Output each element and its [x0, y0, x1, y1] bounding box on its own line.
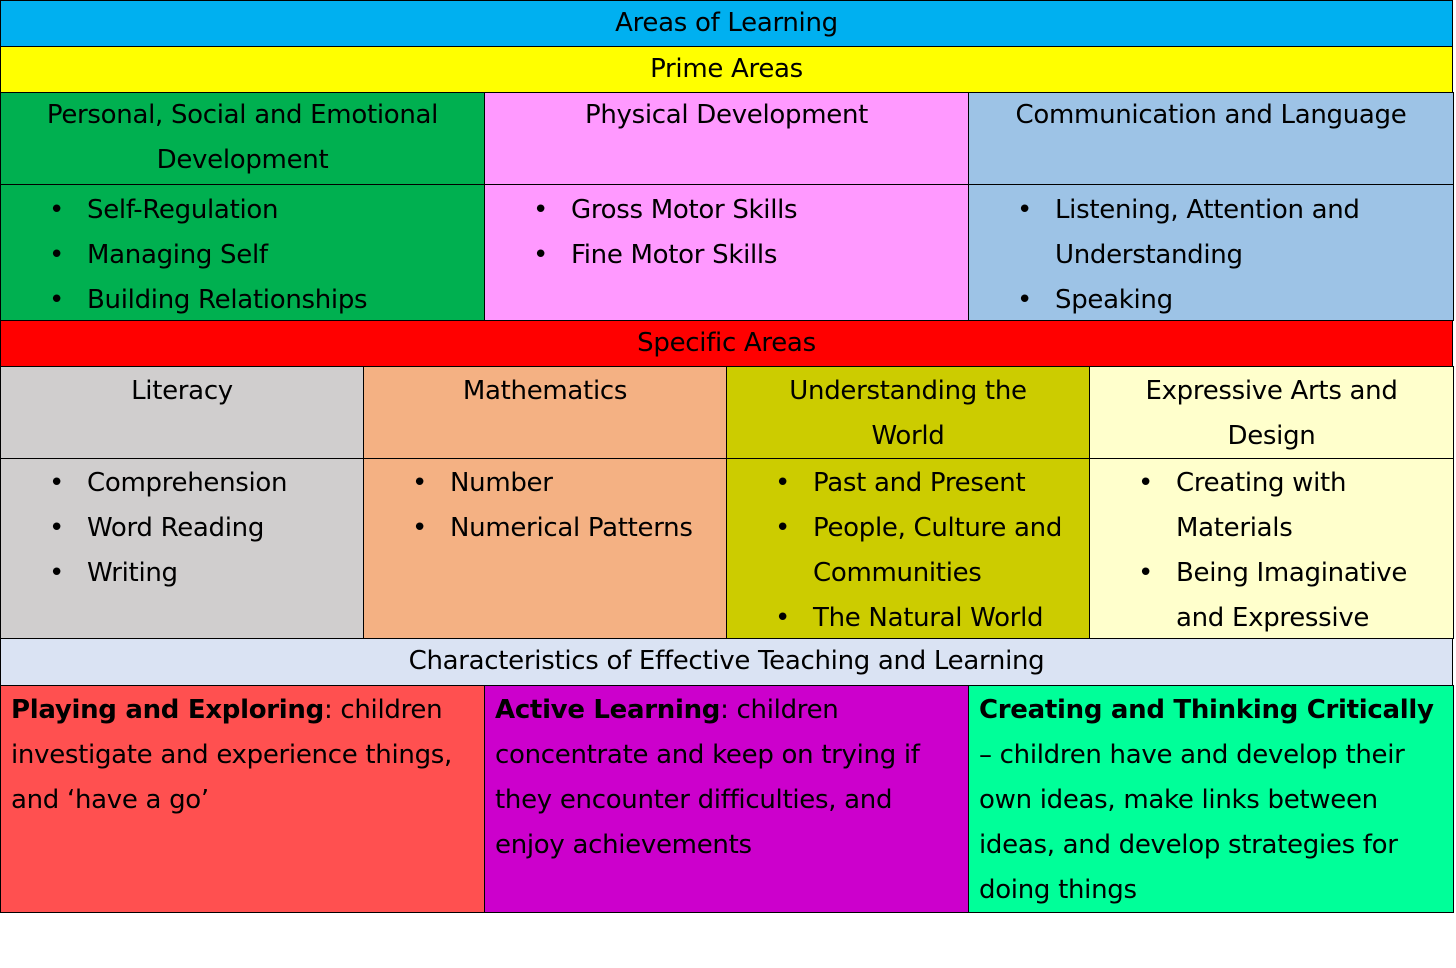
area-name: Physical Development — [584, 100, 869, 130]
characteristics-heading: Characteristics of Effective Teaching an… — [0, 638, 1453, 686]
list-item: Word Reading — [49, 506, 363, 551]
prime-heading-text: Prime Areas — [650, 54, 803, 84]
list-item: Numerical Patterns — [412, 506, 726, 551]
prime-heading: Prime Areas — [0, 46, 1453, 93]
list-item: Listening, Attention and Understanding — [1017, 188, 1453, 278]
list-item: Number — [412, 461, 726, 506]
prime-area-items: Self-RegulationManaging SelfBuilding Rel… — [0, 184, 485, 323]
list-item: Past and Present — [775, 461, 1089, 506]
list-item: Fine Motor Skills — [533, 233, 968, 278]
characteristic-text: : children investigate and experience th… — [11, 695, 452, 815]
page-title: Areas of Learning — [615, 8, 838, 38]
specific-area-items: NumberNumerical Patterns — [363, 458, 727, 639]
list-item: Gross Motor Skills — [533, 188, 968, 233]
prime-area-items: Listening, Attention and UnderstandingSp… — [968, 184, 1454, 323]
area-name: Communication and Language — [1015, 100, 1407, 130]
characteristic-term: Active Learning — [495, 695, 721, 725]
prime-area-header: Physical Development — [484, 92, 969, 185]
list-item: Speaking — [1017, 278, 1453, 323]
characteristic-cell: Creating and Thinking Critically – child… — [968, 685, 1454, 913]
characteristic-term: Creating and Thinking Critically — [979, 695, 1434, 725]
list-item: Creating with Materials — [1138, 461, 1453, 551]
title-bar: Areas of Learning — [0, 0, 1453, 47]
specific-area-header: Mathematics — [363, 366, 727, 459]
specific-heading-text: Specific Areas — [637, 328, 816, 358]
specific-area-items: Past and PresentPeople, Culture and Comm… — [726, 458, 1090, 641]
area-name: Expressive Arts and Design — [1145, 376, 1398, 451]
specific-area-items: ComprehensionWord ReadingWriting — [0, 458, 364, 639]
characteristic-term: Playing and Exploring — [11, 695, 324, 725]
list-item: Being Imaginative and Expressive — [1138, 551, 1453, 641]
area-name: Understanding the World — [789, 376, 1027, 451]
area-name: Mathematics — [462, 376, 628, 406]
specific-area-header: Literacy — [0, 366, 364, 459]
list-item: People, Culture and Communities — [775, 506, 1089, 596]
characteristics-heading-text: Characteristics of Effective Teaching an… — [408, 646, 1045, 676]
specific-area-header: Understanding the World — [726, 366, 1090, 459]
area-name: Literacy — [131, 376, 233, 406]
list-item: The Natural World — [775, 596, 1089, 641]
list-item: Writing — [49, 551, 363, 596]
specific-area-header: Expressive Arts and Design — [1089, 366, 1454, 459]
list-item: Self-Regulation — [49, 188, 484, 233]
prime-area-header: Communication and Language — [968, 92, 1454, 185]
area-name: Personal, Social and Emotional Developme… — [46, 100, 439, 175]
prime-area-items: Gross Motor SkillsFine Motor Skills — [484, 184, 969, 321]
characteristic-text: : children concentrate and keep on tryin… — [495, 695, 920, 860]
characteristic-cell: Playing and Exploring: children investig… — [0, 685, 485, 913]
specific-area-items: Creating with MaterialsBeing Imaginative… — [1089, 458, 1454, 639]
characteristic-text: – children have and develop their own id… — [979, 740, 1405, 905]
list-item: Building Relationships — [49, 278, 484, 323]
specific-heading: Specific Areas — [0, 320, 1453, 367]
characteristic-cell: Active Learning: children concentrate an… — [484, 685, 969, 913]
prime-area-header: Personal, Social and Emotional Developme… — [0, 92, 485, 185]
list-item: Comprehension — [49, 461, 363, 506]
list-item: Managing Self — [49, 233, 484, 278]
